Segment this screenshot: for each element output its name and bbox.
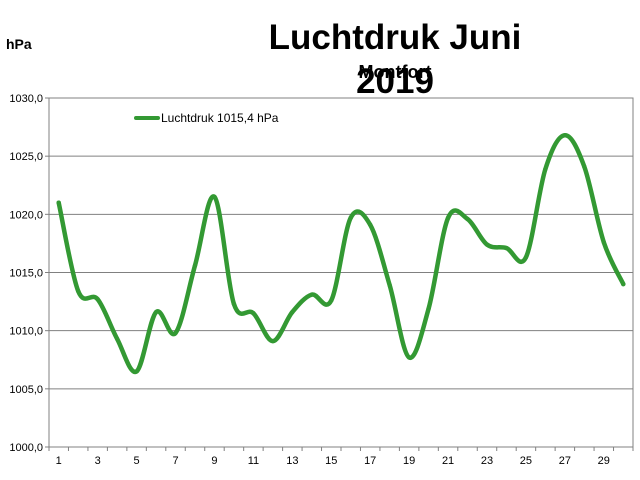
x-tick-label: 9 [211,455,217,467]
x-axis-ticks: 1 3 5 7 9 11 13 15 17 19 21 23 25 27 29 [48,447,634,467]
y-axis-ticks: 1000,0 1005,0 1010,0 1015,0 1020,0 1025,0 1030… [9,93,49,454]
x-tick-label: 21 [442,455,454,467]
x-tick-label: 17 [364,455,376,467]
x-tick-label: 1 [56,455,62,467]
data-point [192,263,198,268]
x-tick-label: 27 [559,455,571,467]
data-point [270,338,276,344]
data-point [114,336,120,341]
data-point [484,242,490,247]
data-point [173,330,178,336]
data-point [582,164,587,169]
data-point [406,355,412,360]
y-tick-label: 1020,0 [9,209,43,221]
x-tick-label: 13 [286,455,298,467]
x-tick-label: 3 [95,455,101,467]
series-line [56,132,626,375]
data-point [621,281,626,287]
data-point [348,215,353,220]
data-point [56,200,61,205]
y-tick-label: 1005,0 [9,384,43,396]
y-axis-unit: hPa [6,36,32,52]
data-point [251,311,256,316]
x-tick-label: 11 [248,455,259,467]
data-point [76,288,81,294]
y-tick-label: 1025,0 [9,151,43,163]
x-tick-label: 15 [325,455,337,467]
data-point [329,298,334,303]
y-tick-label: 1010,0 [9,326,43,338]
data-point [290,309,295,315]
x-tick-label: 25 [520,455,532,467]
data-point [504,245,509,251]
y-tick-label: 1030,0 [9,93,43,105]
data-point [465,216,470,222]
data-point [95,297,100,302]
x-tick-label: 19 [403,455,415,467]
legend: Luchtdruk 1015,4 hPa [134,111,279,125]
data-point [368,222,373,227]
legend-label: Luchtdruk 1015,4 hPa [161,111,279,125]
data-point [543,166,548,172]
x-tick-label: 29 [598,455,610,467]
chart-title: Luchtdruk Juni 2019 [268,18,522,101]
data-point [387,283,392,288]
data-point [426,306,431,311]
data-point [445,215,451,220]
x-tick-label: 5 [134,455,140,467]
x-tick-label: 23 [481,455,493,467]
y-tick-label: 1000,0 [9,442,43,454]
data-point [523,255,529,260]
chart-subtitle: Montfort [358,62,432,82]
data-point [601,240,606,245]
data-point [562,133,568,138]
x-tick-label: 7 [172,455,178,467]
data-point [231,301,237,307]
data-point [153,309,159,315]
data-point [134,369,139,374]
series-group [56,132,626,375]
data-point [309,292,314,297]
y-tick-label: 1015,0 [9,268,43,280]
data-point [212,194,217,200]
